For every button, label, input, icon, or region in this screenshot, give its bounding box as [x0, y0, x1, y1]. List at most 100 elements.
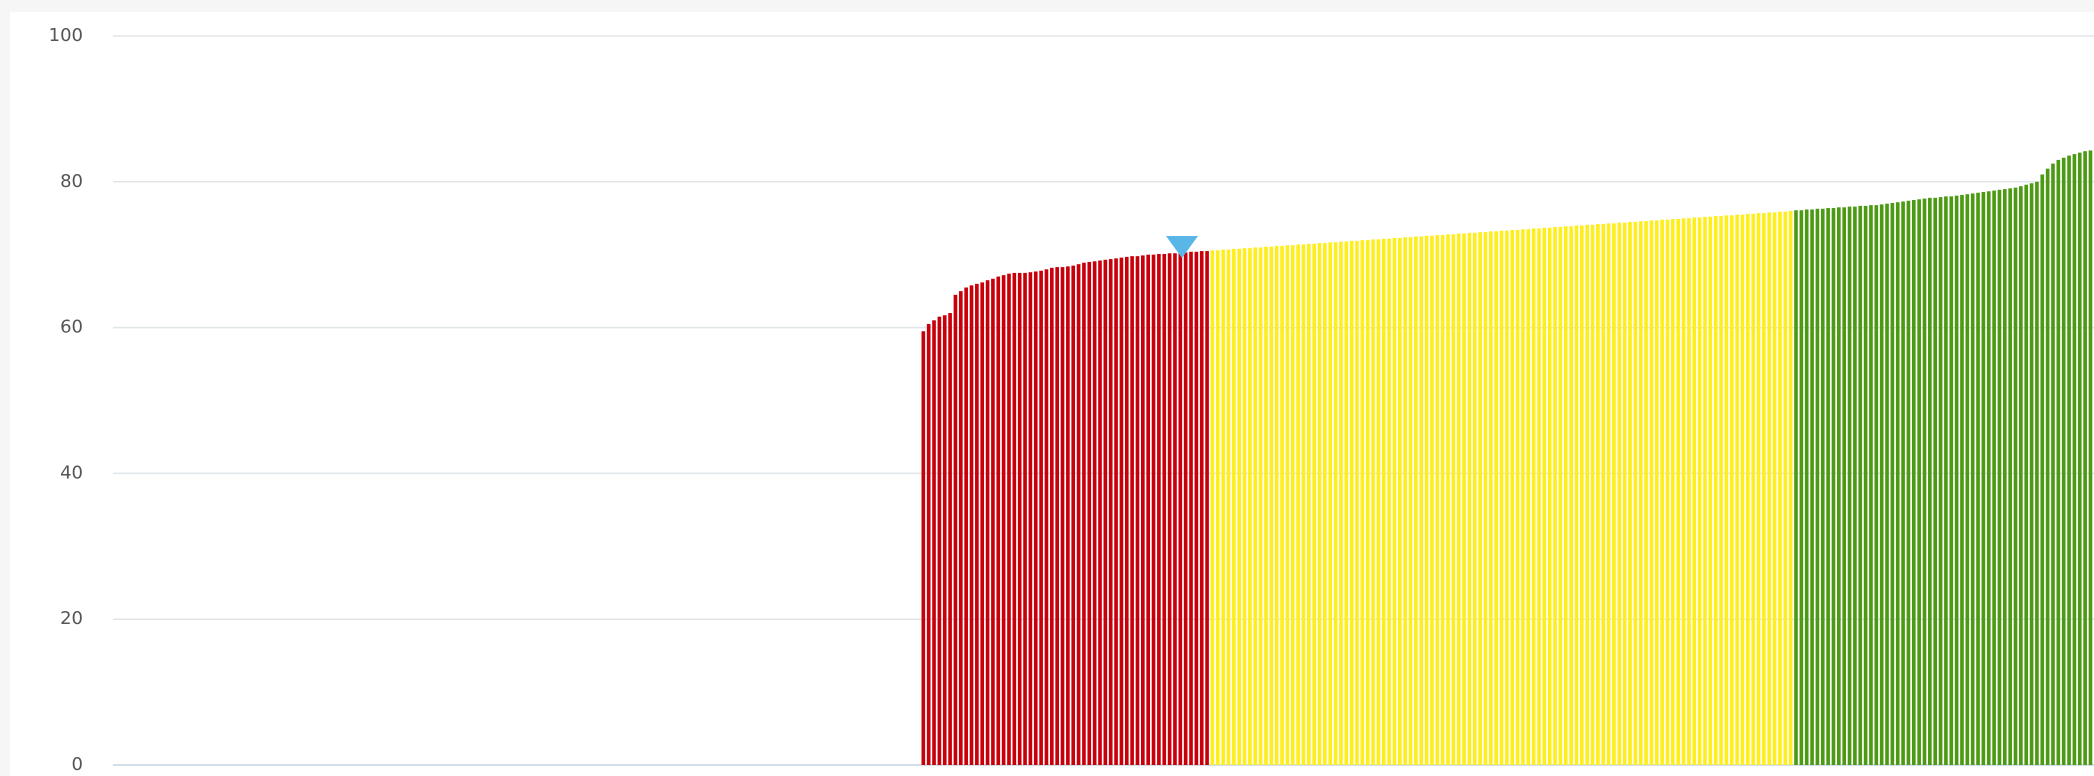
bar	[1414, 236, 1418, 766]
bar	[1580, 225, 1584, 766]
bar	[1820, 208, 1825, 765]
y-tick-label: 0	[72, 754, 83, 775]
bar	[1017, 272, 1022, 765]
bar	[1944, 196, 1948, 765]
bar	[2088, 150, 2093, 765]
bar	[1681, 218, 1686, 765]
bar	[1644, 221, 1648, 765]
bar	[1804, 209, 1809, 765]
bar	[1960, 194, 1964, 765]
bar	[1205, 251, 1209, 765]
bar	[1708, 216, 1713, 766]
bar	[1290, 245, 1295, 765]
bar	[2051, 163, 2055, 765]
bar	[1430, 235, 1434, 766]
bar	[1654, 220, 1659, 765]
bar	[2045, 168, 2050, 766]
bar	[1397, 237, 1402, 766]
bar	[1531, 228, 1536, 765]
bar	[1788, 210, 1793, 765]
bar	[1537, 228, 1541, 765]
bar	[1783, 211, 1788, 766]
y-tick-label: 80	[60, 171, 83, 192]
y-tick-label: 100	[49, 25, 83, 46]
bar	[1253, 247, 1258, 765]
bar	[1970, 193, 1975, 766]
bar	[1692, 217, 1697, 765]
bar	[1232, 248, 1236, 766]
bar	[1981, 192, 1986, 766]
bar	[1826, 208, 1830, 765]
bar	[1735, 214, 1739, 766]
bar	[1349, 240, 1354, 765]
bar	[1505, 230, 1509, 765]
bar	[1510, 229, 1515, 765]
bar	[1901, 201, 1905, 765]
bar	[1215, 250, 1220, 766]
bar	[1258, 247, 1263, 765]
bar	[1574, 225, 1579, 766]
bar	[1671, 218, 1675, 765]
bar	[2019, 186, 2023, 765]
bar	[1906, 200, 1911, 765]
bar	[1435, 235, 1440, 766]
bar	[1076, 264, 1081, 765]
bar	[1949, 196, 1954, 765]
bar	[1130, 256, 1134, 765]
bar	[1440, 235, 1445, 766]
bar	[1965, 194, 1970, 765]
bar	[1173, 253, 1177, 765]
bar	[1135, 256, 1140, 765]
bar	[1419, 236, 1424, 766]
bar	[964, 287, 968, 765]
bar	[1895, 202, 1900, 765]
bar	[991, 278, 995, 765]
bar	[1248, 248, 1252, 766]
bar	[1676, 218, 1681, 765]
bar	[996, 276, 1001, 765]
bar	[2040, 174, 2045, 765]
bar	[958, 291, 963, 765]
bar	[1756, 213, 1761, 766]
bar	[1810, 209, 1814, 765]
bar	[1885, 203, 1889, 766]
bar	[1869, 205, 1873, 766]
bar	[2077, 152, 2082, 765]
bar	[1387, 238, 1391, 766]
bar	[1446, 234, 1450, 766]
bar	[1917, 199, 1921, 765]
bar	[1563, 226, 1568, 766]
bar	[1660, 219, 1664, 765]
bar	[1167, 253, 1172, 765]
bar	[1033, 271, 1038, 765]
bar	[1622, 222, 1627, 765]
bar	[1697, 217, 1702, 765]
bar	[1558, 226, 1563, 766]
bar	[1713, 216, 1718, 766]
bar	[1044, 269, 1049, 765]
bar	[1049, 267, 1054, 765]
bar	[1794, 210, 1798, 765]
bar	[1933, 197, 1938, 765]
bar	[1028, 272, 1033, 765]
bar	[2067, 155, 2071, 765]
bar	[1767, 212, 1772, 766]
bar	[1285, 245, 1290, 765]
bar	[1467, 232, 1472, 765]
bar	[2024, 184, 2029, 765]
bar	[1328, 242, 1333, 765]
bar	[1778, 211, 1782, 766]
bar	[1478, 232, 1482, 765]
bar	[1178, 252, 1183, 765]
bar	[1569, 226, 1573, 766]
bar	[1922, 198, 1927, 765]
bar	[1842, 207, 1847, 765]
bar	[1108, 259, 1113, 765]
bar	[1162, 253, 1167, 765]
bar	[953, 294, 958, 765]
bar	[1221, 249, 1225, 766]
bar	[1745, 213, 1750, 766]
bar	[1403, 237, 1407, 766]
bar	[1890, 202, 1895, 766]
